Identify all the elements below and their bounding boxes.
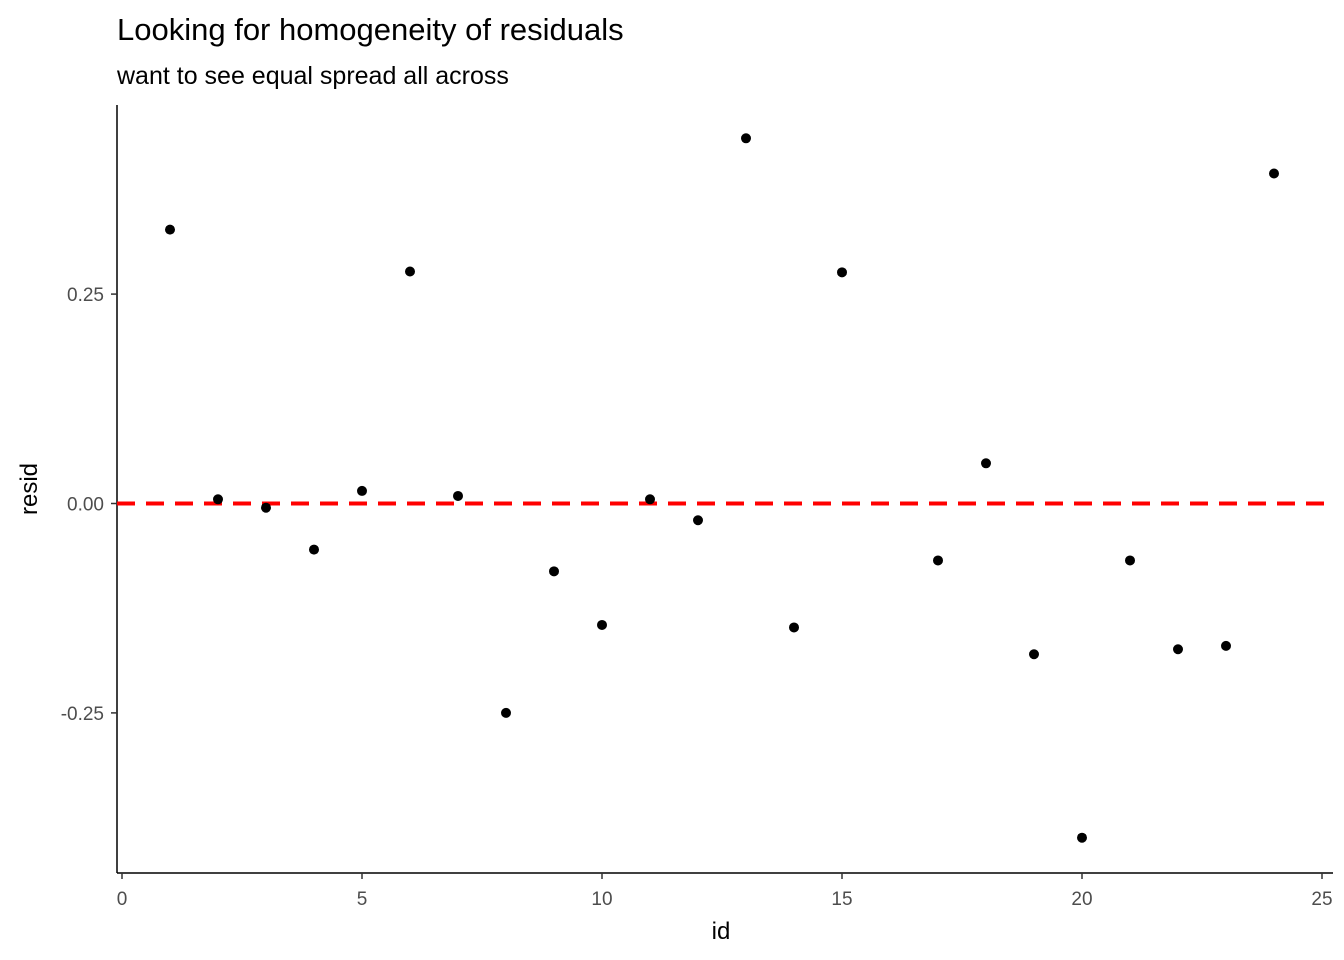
data-point <box>1269 168 1279 179</box>
axes <box>116 105 1333 874</box>
data-point <box>597 619 607 630</box>
data-point <box>1173 644 1183 655</box>
data-point <box>213 494 223 505</box>
data-point <box>165 224 175 235</box>
data-point <box>1029 649 1039 660</box>
x-tick-label: 20 <box>1071 889 1092 910</box>
data-point <box>261 502 271 513</box>
data-point <box>789 622 799 633</box>
y-axis-title: resid <box>16 463 43 515</box>
x-tick-label: 25 <box>1311 889 1332 910</box>
x-tick-label: 15 <box>831 889 852 910</box>
data-point <box>405 266 415 277</box>
y-tick-label: 0.00 <box>67 495 104 516</box>
data-point <box>1221 640 1231 651</box>
data-point <box>453 490 463 501</box>
x-axis-title: id <box>712 918 731 945</box>
data-point <box>1125 555 1135 566</box>
x-tick-label: 5 <box>357 889 368 910</box>
data-point <box>549 566 559 577</box>
data-point <box>693 515 703 526</box>
ticks-layer: 0 5 10 15 20 25 0.25 0.00 -0.25 <box>61 285 1333 910</box>
data-point <box>933 555 943 566</box>
x-tick-label: 0 <box>117 889 128 910</box>
x-tick-label: 10 <box>591 889 612 910</box>
data-point <box>741 133 751 144</box>
data-point <box>357 485 367 496</box>
points-layer <box>165 133 1279 843</box>
chart-subtitle: want to see equal spread all across <box>116 62 509 90</box>
data-point <box>309 544 319 555</box>
chart-title: Looking for homogeneity of residuals <box>117 12 624 47</box>
data-point <box>1077 832 1087 843</box>
data-point <box>837 267 847 278</box>
data-point <box>501 707 511 718</box>
y-tick-label: -0.25 <box>61 704 104 725</box>
y-tick-label: 0.25 <box>67 285 104 306</box>
data-point <box>981 458 991 469</box>
data-point <box>645 494 655 505</box>
